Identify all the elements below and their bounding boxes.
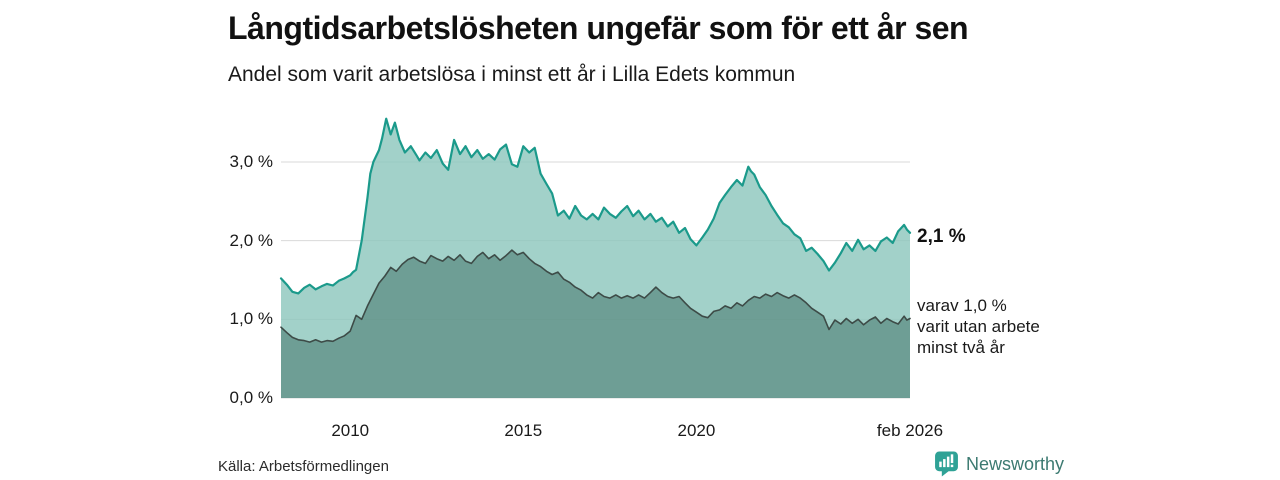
end-note-line: minst två år [917, 338, 1005, 357]
series-line-1 [280, 249, 911, 343]
newsworthy-brand: Newsworthy [934, 451, 1064, 477]
end-note-two-year: varav 1,0 % varit utan arbete minst två … [917, 295, 1040, 358]
y-tick-label: 3,0 % [229, 151, 273, 171]
newsworthy-brand-text: Newsworthy [966, 454, 1065, 474]
x-tick-label: 2010 [331, 421, 370, 440]
y-tick-label: 2,0 % [229, 230, 273, 250]
chart-subtitle: Andel som varit arbetslösa i minst ett å… [228, 63, 796, 86]
source-caption: Källa: Arbetsförmedlingen [218, 458, 389, 475]
end-note-line: varav 1,0 % [917, 296, 1007, 315]
x-tick-label: feb 2026 [876, 421, 944, 440]
series-line-0 [279, 117, 912, 295]
y-tick-label: 0,0 % [229, 388, 273, 407]
end-note-line: varit utan arbete [917, 317, 1040, 336]
x-tick-label: 2015 [504, 421, 543, 440]
y-tick-label: 1,0 % [229, 309, 273, 329]
newsworthy-logo-icon [935, 451, 958, 477]
end-value-label-total: 2,1 % [917, 226, 966, 247]
series-layer [279, 117, 912, 398]
chart-title: Långtidsarbetslösheten ungefär som för e… [228, 10, 969, 46]
x-tick-label: 2020 [677, 421, 716, 440]
series-area-1 [281, 250, 910, 398]
